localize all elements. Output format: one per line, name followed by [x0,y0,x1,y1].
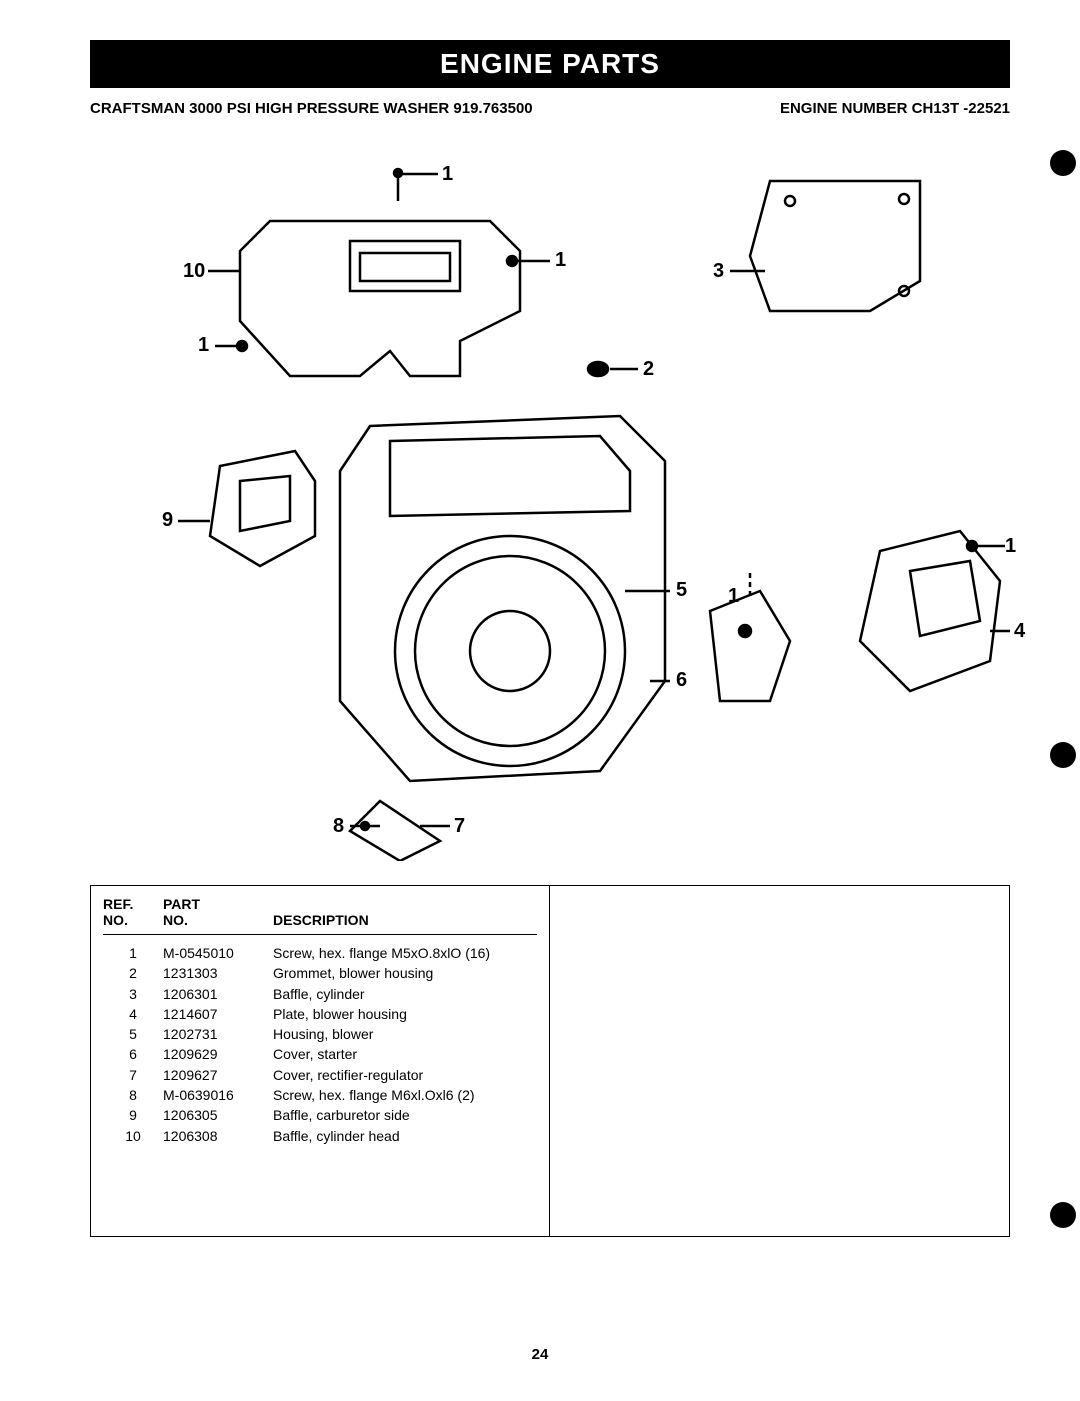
diagram-label-10: 10 [183,260,205,283]
cell-desc: Screw, hex. flange M5xO.8xlO (16) [273,943,537,963]
table-row: 41214607Plate, blower housing [103,1004,537,1024]
diagram-label-9: 9 [162,509,173,532]
parts-table-header: REF. NO. PART NO. DESCRIPTION [103,896,537,935]
cell-ref: 3 [103,984,163,1004]
diagram-label-2: 2 [643,358,654,381]
cell-ref: 8 [103,1085,163,1105]
cell-ref: 9 [103,1105,163,1125]
table-row: 61209629Cover, starter [103,1044,537,1064]
table-row: 91206305Baffle, carburetor side [103,1105,537,1125]
binder-hole-dot [1050,1202,1076,1228]
sub-header: CRAFTSMAN 3000 PSI HIGH PRESSURE WASHER … [90,100,1010,117]
diagram-label-8: 8 [333,815,344,838]
table-row: 71209627Cover, rectifier-regulator [103,1065,537,1085]
cell-desc: Baffle, carburetor side [273,1105,537,1125]
diagram-label-1a: 1 [442,163,453,186]
exploded-diagram: 1 1 1 10 2 9 5 6 1 8 7 3 1 4 [90,141,1010,861]
product-name: CRAFTSMAN 3000 PSI HIGH PRESSURE WASHER … [90,100,533,117]
cell-desc: Grommet, blower housing [273,963,537,983]
table-row: 31206301Baffle, cylinder [103,984,537,1004]
cell-desc: Housing, blower [273,1024,537,1044]
cell-ref: 7 [103,1065,163,1085]
cell-desc: Screw, hex. flange M6xl.Oxl6 (2) [273,1085,537,1105]
binder-hole-dot [1050,150,1076,176]
cell-ref: 5 [103,1024,163,1044]
diagram-svg [90,141,1010,861]
cell-desc: Baffle, cylinder head [273,1126,537,1146]
header-part-1: PART [163,896,273,912]
table-row: 51202731Housing, blower [103,1024,537,1044]
cell-ref: 2 [103,963,163,983]
cell-part: 1231303 [163,963,273,983]
page-title-bar: ENGINE PARTS [90,40,1010,88]
diagram-label-1d: 1 [728,585,739,608]
cell-ref: 1 [103,943,163,963]
cell-part: 1209629 [163,1044,273,1064]
cell-ref: 6 [103,1044,163,1064]
diagram-label-4: 4 [1014,620,1025,643]
parts-table-right-col [550,886,1009,1236]
header-desc: DESCRIPTION [273,912,369,928]
cell-part: 1206308 [163,1126,273,1146]
cell-desc: Cover, starter [273,1044,537,1064]
table-row: 8M-0639016Screw, hex. flange M6xl.Oxl6 (… [103,1085,537,1105]
cell-desc: Baffle, cylinder [273,984,537,1004]
engine-number: ENGINE NUMBER CH13T -22521 [780,100,1010,117]
cell-part: 1206301 [163,984,273,1004]
diagram-label-1e: 1 [1005,535,1016,558]
header-ref-2: NO. [103,912,163,928]
header-ref-1: REF. [103,896,163,912]
diagram-label-5: 5 [676,579,687,602]
diagram-label-7: 7 [454,815,465,838]
cell-ref: 10 [103,1126,163,1146]
cell-part: 1209627 [163,1065,273,1085]
table-row: 101206308Baffle, cylinder head [103,1126,537,1146]
diagram-label-1b: 1 [555,249,566,272]
cell-part: 1214607 [163,1004,273,1024]
diagram-label-3: 3 [713,260,724,283]
diagram-label-6: 6 [676,669,687,692]
cell-part: M-0639016 [163,1085,273,1105]
table-row: 21231303Grommet, blower housing [103,963,537,983]
parts-table-body: 1M-0545010Screw, hex. flange M5xO.8xlO (… [103,943,537,1146]
table-row: 1M-0545010Screw, hex. flange M5xO.8xlO (… [103,943,537,963]
cell-part: 1202731 [163,1024,273,1044]
cell-ref: 4 [103,1004,163,1024]
parts-table: REF. NO. PART NO. DESCRIPTION 1M-0545010… [90,885,1010,1237]
parts-table-left-col: REF. NO. PART NO. DESCRIPTION 1M-0545010… [91,886,550,1236]
cell-desc: Cover, rectifier-regulator [273,1065,537,1085]
page-number: 24 [0,1346,1080,1363]
cell-desc: Plate, blower housing [273,1004,537,1024]
diagram-label-1c: 1 [198,334,209,357]
header-part-2: NO. [163,912,273,928]
cell-part: 1206305 [163,1105,273,1125]
binder-hole-dot [1050,742,1076,768]
cell-part: M-0545010 [163,943,273,963]
